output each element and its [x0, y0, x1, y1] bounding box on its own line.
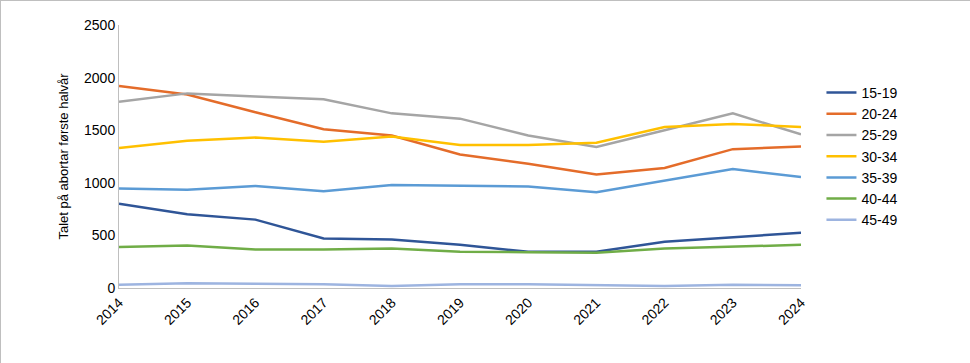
svg-text:35-39: 35-39 — [861, 170, 897, 186]
svg-text:2019: 2019 — [434, 294, 467, 327]
svg-text:2015: 2015 — [161, 294, 194, 327]
svg-text:2014: 2014 — [93, 294, 126, 327]
svg-text:25-29: 25-29 — [861, 127, 897, 143]
svg-text:Talet på abortar første halvår: Talet på abortar første halvår — [56, 73, 71, 240]
svg-text:40-44: 40-44 — [861, 191, 897, 207]
svg-text:2020: 2020 — [502, 294, 535, 327]
svg-text:2023: 2023 — [707, 294, 740, 327]
svg-text:2021: 2021 — [570, 294, 603, 327]
svg-text:2017: 2017 — [297, 294, 330, 327]
svg-text:2000: 2000 — [84, 70, 115, 86]
svg-text:2016: 2016 — [229, 294, 262, 327]
svg-text:30-34: 30-34 — [861, 149, 897, 165]
svg-text:15-19: 15-19 — [861, 85, 897, 101]
svg-text:1000: 1000 — [84, 175, 115, 191]
svg-text:1500: 1500 — [84, 122, 115, 138]
svg-text:2500: 2500 — [84, 17, 115, 33]
svg-text:0: 0 — [107, 280, 115, 296]
svg-text:20-24: 20-24 — [861, 106, 897, 122]
svg-text:2024: 2024 — [775, 294, 808, 327]
svg-text:2018: 2018 — [366, 294, 399, 327]
svg-text:45-49: 45-49 — [861, 212, 897, 228]
svg-text:500: 500 — [92, 227, 116, 243]
svg-text:2022: 2022 — [638, 294, 671, 327]
